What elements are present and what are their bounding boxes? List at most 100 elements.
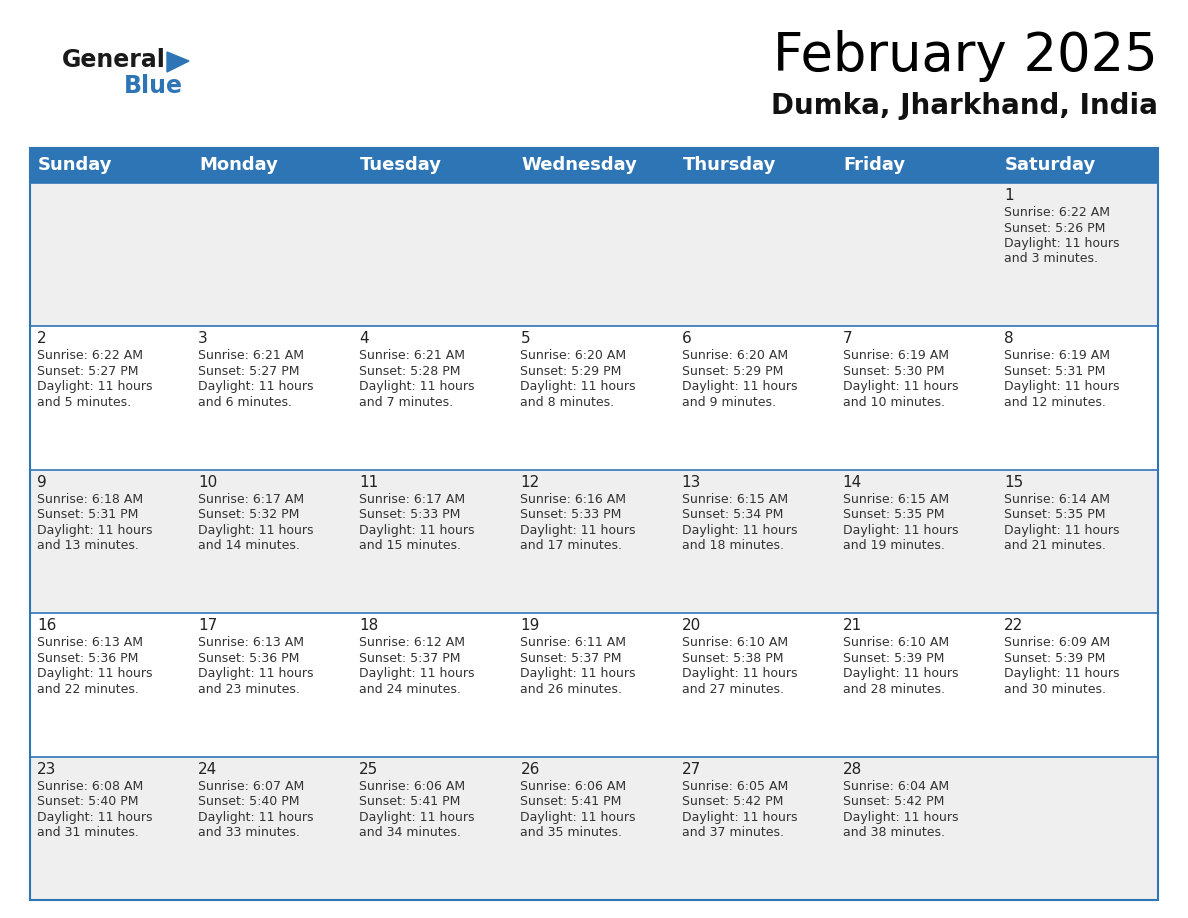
Text: Sunrise: 6:04 AM: Sunrise: 6:04 AM xyxy=(842,779,949,792)
Text: 4: 4 xyxy=(359,331,369,346)
Text: Sunrise: 6:21 AM: Sunrise: 6:21 AM xyxy=(198,350,304,363)
Text: Sunrise: 6:12 AM: Sunrise: 6:12 AM xyxy=(359,636,466,649)
Text: 26: 26 xyxy=(520,762,539,777)
Text: 21: 21 xyxy=(842,618,862,633)
Text: Sunset: 5:41 PM: Sunset: 5:41 PM xyxy=(359,795,461,808)
Bar xyxy=(30,183,1158,327)
Text: Daylight: 11 hours: Daylight: 11 hours xyxy=(1004,380,1119,394)
Text: 27: 27 xyxy=(682,762,701,777)
Text: Daylight: 11 hours: Daylight: 11 hours xyxy=(842,811,959,823)
Text: 14: 14 xyxy=(842,475,862,490)
Text: 6: 6 xyxy=(682,331,691,346)
Text: Sunrise: 6:06 AM: Sunrise: 6:06 AM xyxy=(520,779,626,792)
Text: Sunset: 5:31 PM: Sunset: 5:31 PM xyxy=(37,509,138,521)
Text: Sunset: 5:39 PM: Sunset: 5:39 PM xyxy=(842,652,944,665)
Text: Daylight: 11 hours: Daylight: 11 hours xyxy=(682,380,797,394)
Text: Sunrise: 6:06 AM: Sunrise: 6:06 AM xyxy=(359,779,466,792)
Text: and 34 minutes.: and 34 minutes. xyxy=(359,826,461,839)
Text: Sunset: 5:33 PM: Sunset: 5:33 PM xyxy=(520,509,621,521)
Text: Thursday: Thursday xyxy=(683,156,776,174)
Text: Sunrise: 6:22 AM: Sunrise: 6:22 AM xyxy=(1004,206,1110,219)
Text: Sunset: 5:35 PM: Sunset: 5:35 PM xyxy=(842,509,944,521)
Text: Daylight: 11 hours: Daylight: 11 hours xyxy=(359,380,475,394)
Text: Monday: Monday xyxy=(200,156,278,174)
Text: Daylight: 11 hours: Daylight: 11 hours xyxy=(1004,237,1119,250)
Text: 23: 23 xyxy=(37,762,56,777)
Text: Daylight: 11 hours: Daylight: 11 hours xyxy=(198,667,314,680)
Text: and 15 minutes.: and 15 minutes. xyxy=(359,539,461,553)
Text: 15: 15 xyxy=(1004,475,1023,490)
Text: and 28 minutes.: and 28 minutes. xyxy=(842,683,944,696)
Text: and 5 minutes.: and 5 minutes. xyxy=(37,396,131,409)
Text: Sunset: 5:40 PM: Sunset: 5:40 PM xyxy=(37,795,139,808)
Text: and 10 minutes.: and 10 minutes. xyxy=(842,396,944,409)
Text: 11: 11 xyxy=(359,475,379,490)
Text: 24: 24 xyxy=(198,762,217,777)
Text: Daylight: 11 hours: Daylight: 11 hours xyxy=(37,811,152,823)
Text: Daylight: 11 hours: Daylight: 11 hours xyxy=(359,667,475,680)
Text: 1: 1 xyxy=(1004,188,1013,203)
Text: Sunrise: 6:20 AM: Sunrise: 6:20 AM xyxy=(520,350,626,363)
Text: Daylight: 11 hours: Daylight: 11 hours xyxy=(842,524,959,537)
Text: Sunrise: 6:11 AM: Sunrise: 6:11 AM xyxy=(520,636,626,649)
Text: 25: 25 xyxy=(359,762,379,777)
Text: Blue: Blue xyxy=(124,74,183,98)
Text: Sunrise: 6:10 AM: Sunrise: 6:10 AM xyxy=(842,636,949,649)
Text: and 14 minutes.: and 14 minutes. xyxy=(198,539,301,553)
Text: February 2025: February 2025 xyxy=(773,30,1158,82)
Text: 12: 12 xyxy=(520,475,539,490)
Text: 28: 28 xyxy=(842,762,862,777)
Text: Saturday: Saturday xyxy=(1005,156,1097,174)
Text: and 3 minutes.: and 3 minutes. xyxy=(1004,252,1098,265)
Text: Sunrise: 6:20 AM: Sunrise: 6:20 AM xyxy=(682,350,788,363)
Text: Sunset: 5:28 PM: Sunset: 5:28 PM xyxy=(359,364,461,378)
Text: Sunset: 5:42 PM: Sunset: 5:42 PM xyxy=(842,795,944,808)
Text: Sunset: 5:41 PM: Sunset: 5:41 PM xyxy=(520,795,621,808)
Text: Daylight: 11 hours: Daylight: 11 hours xyxy=(198,380,314,394)
Text: Sunrise: 6:18 AM: Sunrise: 6:18 AM xyxy=(37,493,143,506)
Text: and 23 minutes.: and 23 minutes. xyxy=(198,683,301,696)
Text: and 17 minutes.: and 17 minutes. xyxy=(520,539,623,553)
Text: Sunset: 5:36 PM: Sunset: 5:36 PM xyxy=(198,652,299,665)
Polygon shape xyxy=(168,52,189,72)
Text: and 31 minutes.: and 31 minutes. xyxy=(37,826,139,839)
Text: Sunset: 5:30 PM: Sunset: 5:30 PM xyxy=(842,364,944,378)
Text: and 9 minutes.: and 9 minutes. xyxy=(682,396,776,409)
Text: Sunset: 5:35 PM: Sunset: 5:35 PM xyxy=(1004,509,1105,521)
Text: Sunrise: 6:13 AM: Sunrise: 6:13 AM xyxy=(198,636,304,649)
Text: Daylight: 11 hours: Daylight: 11 hours xyxy=(359,811,475,823)
Text: Sunset: 5:36 PM: Sunset: 5:36 PM xyxy=(37,652,138,665)
Text: 16: 16 xyxy=(37,618,56,633)
Text: Sunrise: 6:14 AM: Sunrise: 6:14 AM xyxy=(1004,493,1110,506)
Text: 18: 18 xyxy=(359,618,379,633)
Text: Daylight: 11 hours: Daylight: 11 hours xyxy=(682,667,797,680)
Text: and 38 minutes.: and 38 minutes. xyxy=(842,826,944,839)
Text: Daylight: 11 hours: Daylight: 11 hours xyxy=(198,524,314,537)
Text: Sunset: 5:31 PM: Sunset: 5:31 PM xyxy=(1004,364,1105,378)
Text: Daylight: 11 hours: Daylight: 11 hours xyxy=(842,667,959,680)
Text: Sunrise: 6:16 AM: Sunrise: 6:16 AM xyxy=(520,493,626,506)
Text: Sunrise: 6:21 AM: Sunrise: 6:21 AM xyxy=(359,350,466,363)
Text: 3: 3 xyxy=(198,331,208,346)
Text: Sunset: 5:39 PM: Sunset: 5:39 PM xyxy=(1004,652,1105,665)
Text: Sunrise: 6:19 AM: Sunrise: 6:19 AM xyxy=(842,350,949,363)
Text: 20: 20 xyxy=(682,618,701,633)
Text: 10: 10 xyxy=(198,475,217,490)
Text: Sunset: 5:27 PM: Sunset: 5:27 PM xyxy=(198,364,299,378)
Text: 2: 2 xyxy=(37,331,46,346)
Text: and 8 minutes.: and 8 minutes. xyxy=(520,396,614,409)
Text: 8: 8 xyxy=(1004,331,1013,346)
Text: Daylight: 11 hours: Daylight: 11 hours xyxy=(37,380,152,394)
Text: Sunset: 5:32 PM: Sunset: 5:32 PM xyxy=(198,509,299,521)
Text: Sunrise: 6:05 AM: Sunrise: 6:05 AM xyxy=(682,779,788,792)
Text: Sunset: 5:29 PM: Sunset: 5:29 PM xyxy=(520,364,621,378)
Text: Daylight: 11 hours: Daylight: 11 hours xyxy=(842,380,959,394)
Text: Sunset: 5:34 PM: Sunset: 5:34 PM xyxy=(682,509,783,521)
Text: Sunrise: 6:17 AM: Sunrise: 6:17 AM xyxy=(198,493,304,506)
Bar xyxy=(30,470,1158,613)
Text: Sunrise: 6:07 AM: Sunrise: 6:07 AM xyxy=(198,779,304,792)
Text: Daylight: 11 hours: Daylight: 11 hours xyxy=(520,667,636,680)
Text: Sunset: 5:42 PM: Sunset: 5:42 PM xyxy=(682,795,783,808)
Text: and 27 minutes.: and 27 minutes. xyxy=(682,683,784,696)
Text: Sunrise: 6:13 AM: Sunrise: 6:13 AM xyxy=(37,636,143,649)
